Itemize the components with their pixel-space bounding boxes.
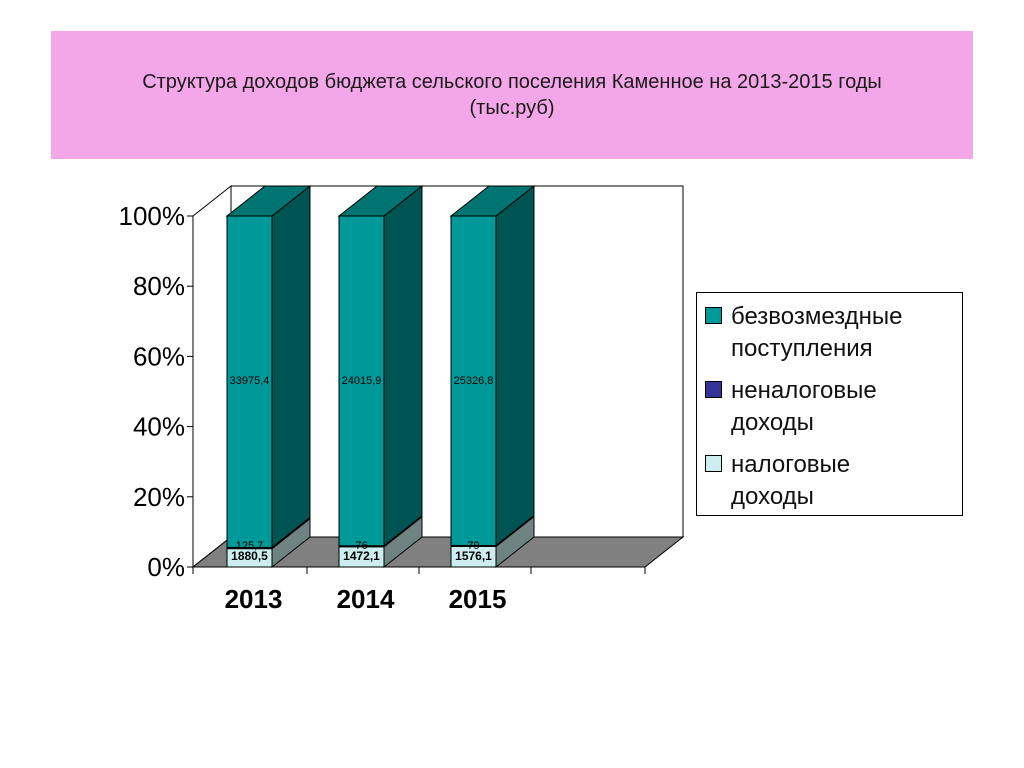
x-category-label: 2013	[225, 584, 283, 614]
chart-title-line1: Структура доходов бюджета сельского посе…	[142, 71, 882, 93]
y-tick-label: 40%	[133, 412, 185, 442]
bar-segment-side	[495, 184, 535, 547]
bar-segment-side	[383, 184, 423, 547]
data-label-bezvozmezdnye: 25326,8	[454, 375, 494, 387]
legend-label: безвозмездные поступления	[731, 303, 903, 362]
chart-title-line2: (тыс.руб)	[469, 97, 555, 119]
y-tick-label: 80%	[133, 271, 185, 301]
data-label-nalogovye: 1880,5	[231, 549, 268, 563]
data-label-nenalogovye: 76	[355, 540, 367, 552]
legend-swatch	[705, 381, 722, 398]
data-label-nenalogovye: 125,7	[236, 540, 264, 552]
chart-title: Структура доходов бюджета сельского посе…	[72, 69, 952, 121]
y-tick-label: 0%	[147, 552, 185, 582]
bar-top-face	[225, 185, 312, 217]
legend-label: неналоговые доходы	[731, 377, 877, 436]
title-band: Структура доходов бюджета сельского посе…	[51, 31, 973, 159]
legend-item-bezvozmezdnye: безвозмездные поступления	[705, 301, 956, 365]
bar-segment-front	[450, 215, 497, 546]
legend-item-nenalogovye: неналоговые доходы	[705, 375, 956, 439]
data-label-nalogovye: 1576,1	[455, 549, 492, 563]
x-category-label: 2015	[449, 584, 507, 614]
bar-top-face	[337, 185, 424, 217]
legend-swatch	[705, 307, 722, 324]
legend: безвозмездные поступления неналоговые дохо…	[696, 292, 963, 516]
bar-top-face	[449, 185, 536, 217]
data-label-nenalogovye: 79	[467, 540, 479, 552]
legend-label: налоговые доходы	[731, 451, 851, 510]
y-tick-label: 20%	[133, 482, 185, 512]
y-tick-label: 100%	[119, 201, 186, 231]
legend-item-nalogovye: налоговые доходы	[705, 449, 956, 513]
bar-segment-side	[271, 184, 311, 549]
data-label-bezvozmezdnye: 24015,9	[342, 375, 382, 387]
data-label-nalogovye: 1472,1	[343, 549, 380, 563]
legend-swatch	[705, 455, 722, 472]
y-tick-label: 60%	[133, 341, 185, 371]
bar-segment-front	[226, 215, 273, 548]
x-category-label: 2014	[337, 584, 395, 614]
side-wall	[192, 184, 232, 569]
data-label-bezvozmezdnye: 33975,4	[230, 375, 270, 387]
